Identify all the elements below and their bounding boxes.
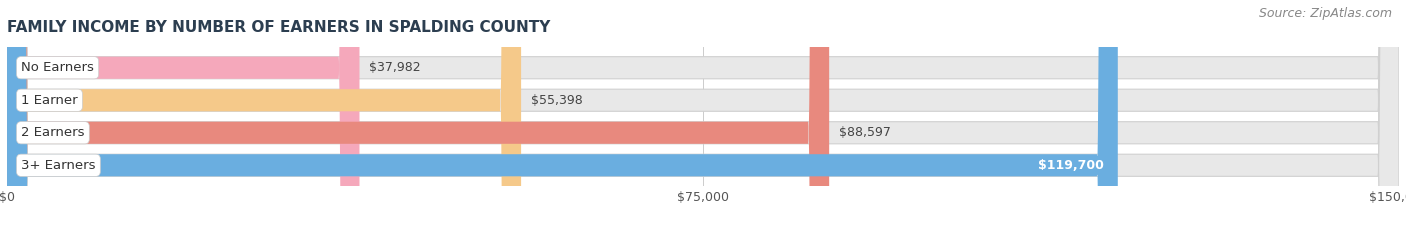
Text: FAMILY INCOME BY NUMBER OF EARNERS IN SPALDING COUNTY: FAMILY INCOME BY NUMBER OF EARNERS IN SP… [7, 21, 550, 35]
FancyBboxPatch shape [7, 0, 1399, 233]
Text: $37,982: $37,982 [370, 61, 420, 74]
FancyBboxPatch shape [7, 0, 1399, 233]
Text: 3+ Earners: 3+ Earners [21, 159, 96, 172]
Text: $119,700: $119,700 [1038, 159, 1104, 172]
Text: 1 Earner: 1 Earner [21, 94, 77, 107]
FancyBboxPatch shape [7, 0, 360, 233]
FancyBboxPatch shape [7, 0, 1399, 233]
Text: $88,597: $88,597 [839, 126, 891, 139]
Text: $55,398: $55,398 [531, 94, 582, 107]
FancyBboxPatch shape [7, 0, 522, 233]
Text: 2 Earners: 2 Earners [21, 126, 84, 139]
Text: Source: ZipAtlas.com: Source: ZipAtlas.com [1258, 7, 1392, 20]
FancyBboxPatch shape [7, 0, 1118, 233]
FancyBboxPatch shape [7, 0, 830, 233]
FancyBboxPatch shape [7, 0, 1399, 233]
Text: No Earners: No Earners [21, 61, 94, 74]
